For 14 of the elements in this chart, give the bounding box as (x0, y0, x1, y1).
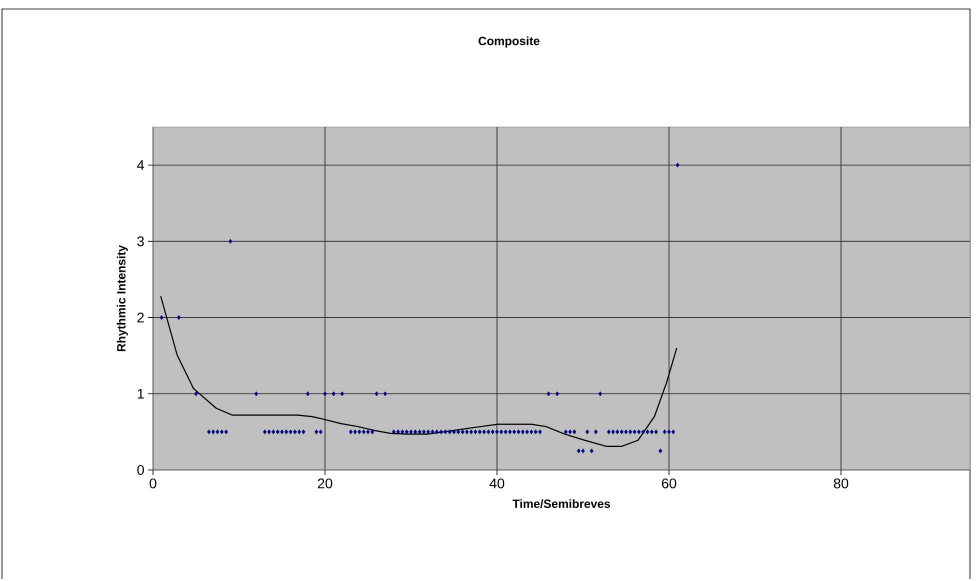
y-tick-label: 3 (137, 236, 144, 246)
x-axis-title: Time/Semibreves (512, 499, 610, 508)
x-tick-label: 40 (490, 478, 504, 488)
x-tick-label: 20 (318, 478, 332, 488)
y-tick-label: 0 (137, 465, 144, 475)
y-tick-label: 1 (138, 388, 144, 399)
chart-title: Composite (478, 36, 540, 48)
line-series (160, 296, 678, 447)
y-axis-title: Rhythmic Intensity (116, 245, 128, 352)
x-tick-label: 60 (662, 478, 676, 488)
y-tick-label: 4 (137, 160, 144, 170)
y-tick-label: 2 (137, 312, 144, 322)
x-tick-label: 80 (834, 478, 848, 488)
x-tick-label: 0 (150, 478, 156, 488)
